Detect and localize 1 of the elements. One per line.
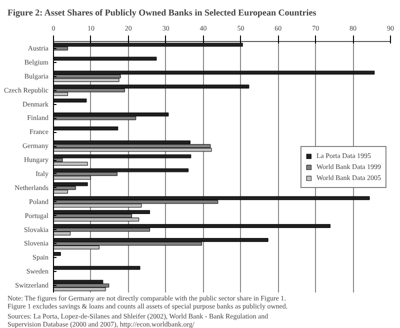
chart-title: Figure 2: Asset Shares of Publicly Owned Banks in Selected European Countries [8,8,317,18]
